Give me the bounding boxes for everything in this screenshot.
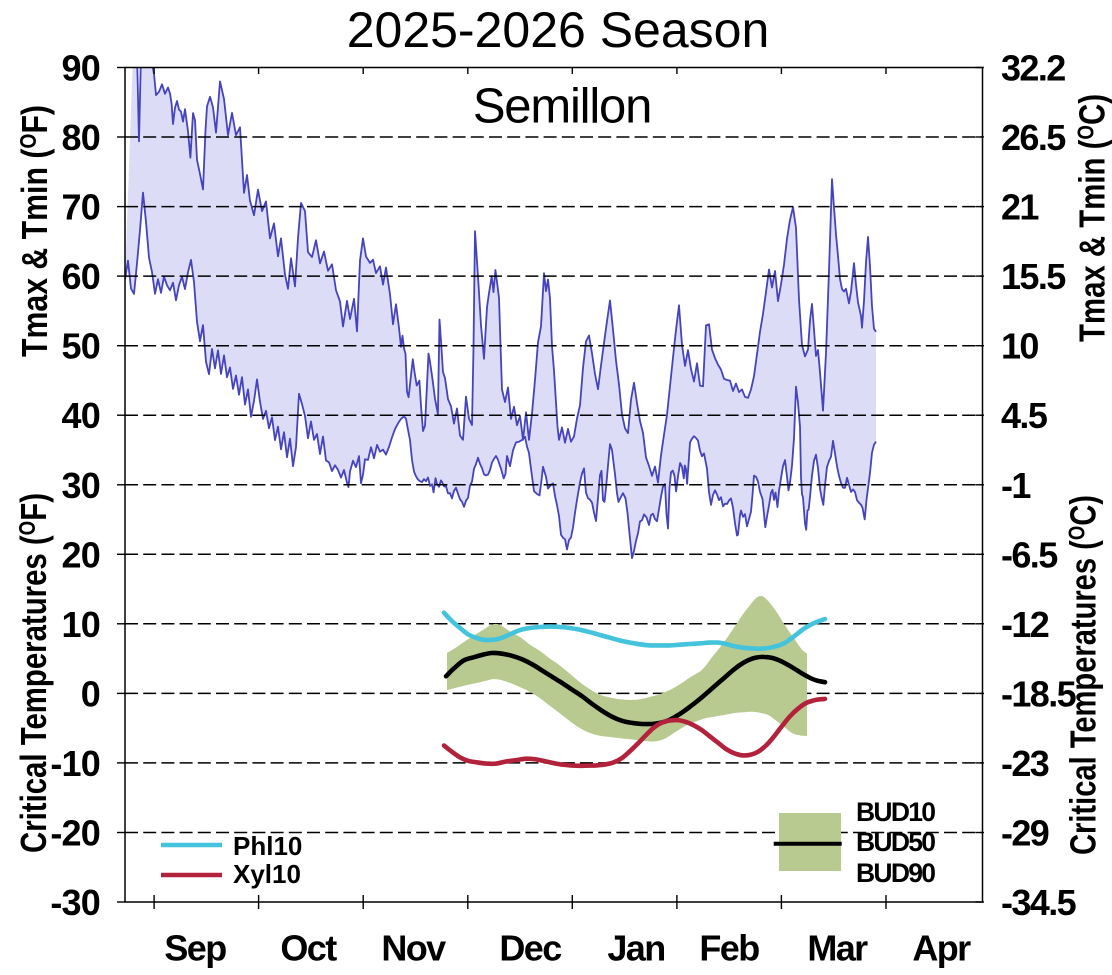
svg-text:Critical Temperatures (OF): Critical Temperatures (OF) <box>13 493 54 853</box>
svg-text:-10: -10 <box>50 743 100 784</box>
svg-text:Xyl10: Xyl10 <box>233 859 301 889</box>
svg-text:10: 10 <box>62 604 100 645</box>
svg-text:Mar: Mar <box>807 928 868 969</box>
svg-text:2025-2026 Season: 2025-2026 Season <box>347 2 770 58</box>
svg-text:4.5: 4.5 <box>1001 395 1048 436</box>
svg-text:Critical Temperatures (OC): Critical Temperatures (OC) <box>1063 495 1104 855</box>
svg-text:40: 40 <box>62 395 100 436</box>
svg-text:Jan: Jan <box>607 928 664 969</box>
svg-text:BUD50: BUD50 <box>856 827 936 857</box>
svg-text:20: 20 <box>62 534 100 575</box>
svg-text:Oct: Oct <box>280 928 337 969</box>
svg-text:70: 70 <box>62 187 100 228</box>
svg-text:Semillon: Semillon <box>473 80 651 134</box>
svg-text:32.2: 32.2 <box>1001 48 1065 89</box>
svg-text:15.5: 15.5 <box>1001 256 1066 297</box>
svg-text:Nov: Nov <box>381 928 446 969</box>
svg-text:Sep: Sep <box>164 928 226 969</box>
svg-text:26.5: 26.5 <box>1001 117 1066 158</box>
svg-text:-1: -1 <box>1001 465 1031 506</box>
svg-text:60: 60 <box>62 256 100 297</box>
svg-text:90: 90 <box>62 48 100 89</box>
svg-text:0: 0 <box>81 673 100 714</box>
svg-text:BUD90: BUD90 <box>856 858 936 888</box>
svg-text:-34.5: -34.5 <box>1001 882 1077 923</box>
svg-text:Apr: Apr <box>912 928 971 969</box>
svg-text:50: 50 <box>62 326 100 367</box>
svg-text:Phl10: Phl10 <box>233 831 302 861</box>
svg-text:-30: -30 <box>50 882 100 923</box>
svg-text:Feb: Feb <box>699 928 759 969</box>
svg-text:30: 30 <box>62 465 100 506</box>
svg-text:BUD10: BUD10 <box>856 797 936 827</box>
svg-text:-23: -23 <box>1001 743 1049 784</box>
svg-text:10: 10 <box>1001 326 1038 367</box>
svg-text:-12: -12 <box>1001 604 1049 645</box>
svg-text:-6.5: -6.5 <box>1001 534 1058 575</box>
svg-text:Dec: Dec <box>499 928 561 969</box>
svg-text:-29: -29 <box>1001 813 1049 854</box>
svg-text:-20: -20 <box>50 813 100 854</box>
svg-text:21: 21 <box>1001 187 1039 228</box>
svg-text:80: 80 <box>62 117 100 158</box>
